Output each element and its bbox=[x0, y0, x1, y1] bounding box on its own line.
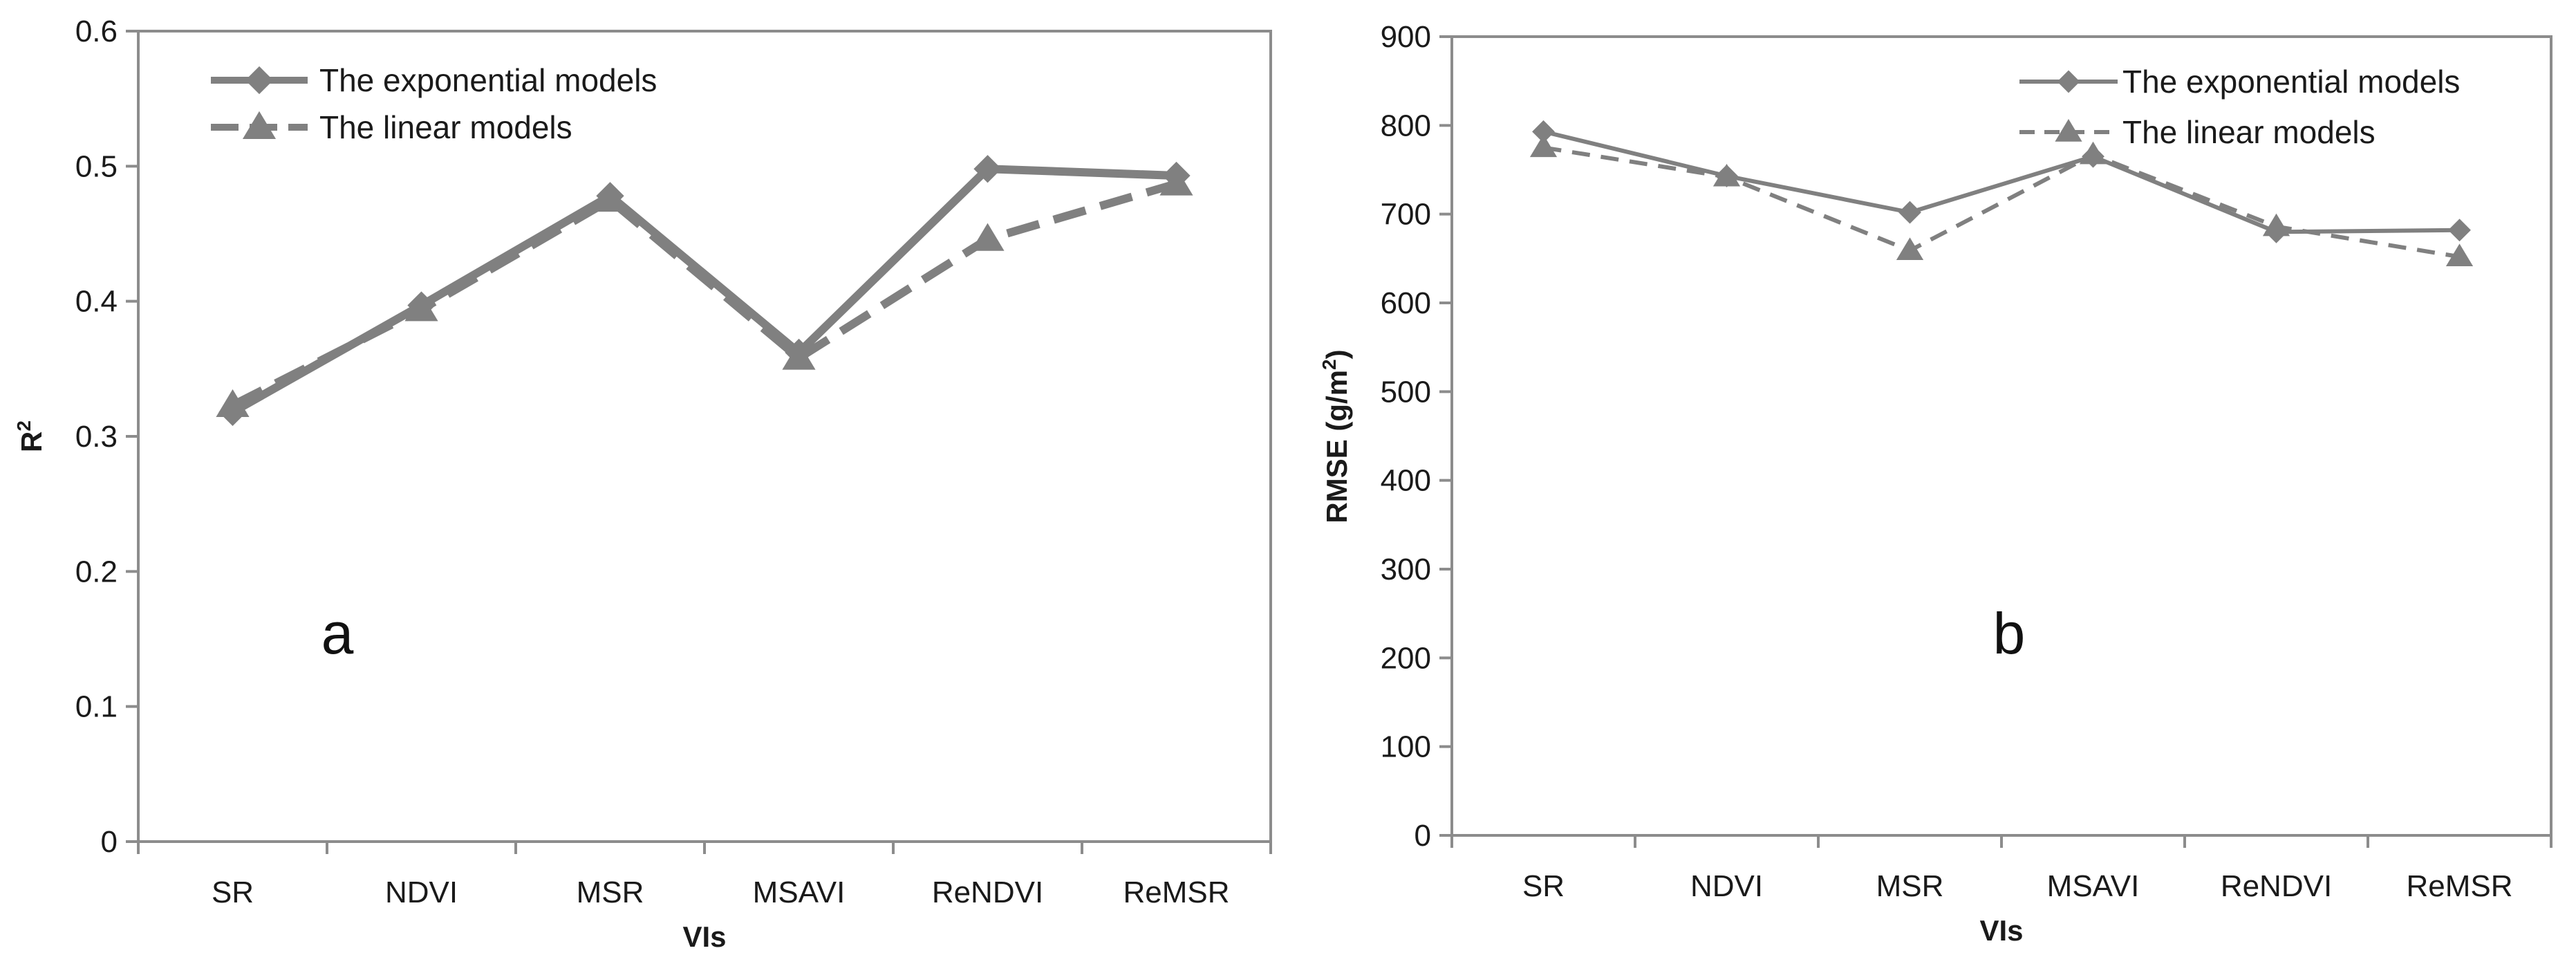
legend-label: The linear models bbox=[319, 109, 572, 145]
x-axis-title: VIs bbox=[682, 920, 726, 953]
y-tick-label: 600 bbox=[1381, 286, 1431, 320]
series-line-linear bbox=[230, 179, 1178, 409]
plot-frame bbox=[1450, 35, 2552, 837]
legend-triangle-marker bbox=[2055, 119, 2082, 142]
data-point-triangle-marker bbox=[2445, 243, 2474, 267]
y-tick-label: 0 bbox=[1415, 819, 1431, 853]
data-point-triangle-marker bbox=[1712, 163, 1741, 187]
y-tick-label: 0 bbox=[101, 825, 118, 859]
y-tick-label: 0.2 bbox=[75, 555, 118, 588]
x-tick-label: MSR bbox=[577, 875, 644, 909]
data-point-triangle-marker bbox=[2262, 213, 2290, 237]
data-point-triangle-marker bbox=[216, 389, 250, 418]
legend-triangle-marker bbox=[242, 111, 277, 139]
x-tick-label: ReNDVI bbox=[2221, 869, 2332, 903]
data-point-triangle-marker bbox=[404, 293, 438, 322]
y-axis-title: R2 bbox=[13, 420, 48, 452]
panel-label: b bbox=[1993, 601, 2026, 666]
x-tick-label: ReMSR bbox=[2406, 869, 2512, 903]
y-tick-label: 700 bbox=[1381, 198, 1431, 232]
y-tick-label: 800 bbox=[1381, 109, 1431, 142]
legend-label: The exponential models bbox=[2122, 64, 2460, 100]
x-tick-label: MSAVI bbox=[753, 875, 846, 909]
x-tick-label: SR bbox=[1522, 869, 1565, 903]
plot-frame bbox=[137, 30, 1272, 843]
y-tick-label: 0.6 bbox=[75, 15, 118, 48]
y-tick-label: 200 bbox=[1381, 641, 1431, 675]
y-axis-title: RMSE (g/m2) bbox=[1318, 349, 1353, 523]
data-point-triangle-marker bbox=[1529, 134, 1558, 158]
data-point-triangle-marker bbox=[2079, 141, 2107, 165]
x-tick-label: MSAVI bbox=[2047, 869, 2140, 903]
x-tick-label: ReNDVI bbox=[932, 875, 1043, 909]
y-tick-label: 0.1 bbox=[75, 690, 118, 724]
y-axis-title-main: RMSE (g/m bbox=[1320, 370, 1353, 523]
data-point-diamond-marker bbox=[2448, 219, 2471, 242]
y-tick-label: 0.5 bbox=[75, 149, 118, 183]
x-tick-label: MSR bbox=[1876, 869, 1944, 903]
y-tick-label: 500 bbox=[1381, 375, 1431, 409]
data-point-triangle-marker bbox=[593, 183, 627, 212]
y-tick-label: 900 bbox=[1381, 20, 1431, 54]
y-tick-label: 100 bbox=[1381, 730, 1431, 764]
legend-diamond-marker bbox=[245, 66, 274, 95]
x-tick-label: NDVI bbox=[1690, 869, 1763, 903]
y-tick-label: 0.3 bbox=[75, 420, 118, 454]
chart-panel-b: 0 100 200 300 400 500 600 700 800 900 SR NDVI MSR MSA… bbox=[1288, 0, 2576, 964]
x-tick-label: NDVI bbox=[385, 875, 458, 909]
x-tick-label: ReMSR bbox=[1123, 875, 1229, 909]
legend-label: The linear models bbox=[2122, 114, 2376, 150]
legend-diamond-marker bbox=[2057, 70, 2080, 93]
data-point-triangle-marker bbox=[1896, 237, 1924, 261]
series-line-linear bbox=[1543, 145, 2460, 259]
chart-panel-a: 0 0.1 0.2 0.3 0.4 0.5 0.6 SR NDVI MSR MSAVI ReNDVI R… bbox=[13, 15, 1272, 953]
data-point-triangle-marker bbox=[1159, 167, 1193, 196]
data-point-diamond-marker bbox=[1898, 201, 1921, 224]
y-tick-label: 0.4 bbox=[75, 285, 118, 319]
y-tick-label: 400 bbox=[1381, 464, 1431, 498]
y-axis-title-superscript: 2 bbox=[1318, 359, 1340, 370]
legend-label: The exponential models bbox=[319, 62, 657, 98]
data-point-triangle-marker bbox=[782, 342, 816, 370]
y-tick-label: 300 bbox=[1381, 553, 1431, 586]
x-axis-title: VIs bbox=[1979, 914, 2023, 947]
chart-b: 0 100 200 300 400 500 600 700 800 900 SR NDVI MSR MSA… bbox=[1318, 20, 2552, 947]
series-line-exponential bbox=[228, 165, 1181, 416]
y-axis-title-main: R bbox=[15, 432, 48, 452]
chart-a: 0 0.1 0.2 0.3 0.4 0.5 0.6 SR NDVI MSR MSAVI ReNDVI R… bbox=[13, 15, 1272, 953]
data-point-triangle-marker bbox=[971, 223, 1005, 251]
data-point-diamond-marker bbox=[973, 155, 1002, 183]
x-tick-label: SR bbox=[212, 875, 254, 909]
y-axis-title-suffix: ) bbox=[1320, 349, 1353, 359]
y-axis-title-superscript: 2 bbox=[13, 420, 35, 432]
panel-label: a bbox=[321, 601, 354, 666]
